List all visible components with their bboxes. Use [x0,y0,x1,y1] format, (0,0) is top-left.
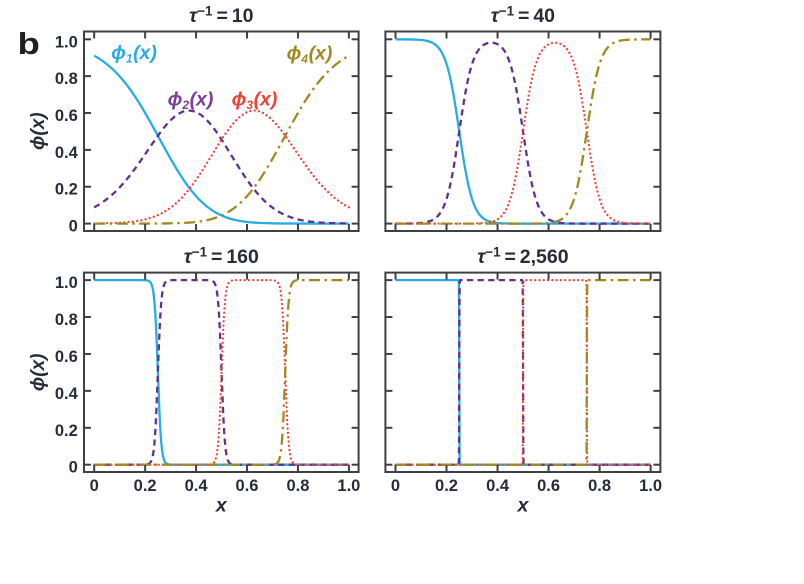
svg-text:0: 0 [69,459,78,477]
svg-text:τ−1 = 2,560: τ−1 = 2,560 [477,244,569,268]
svg-text:τ−1 = 40: τ−1 = 40 [491,3,555,27]
svg-text:0.6: 0.6 [55,348,78,366]
svg-text:0.4: 0.4 [486,477,510,495]
svg-text:0.8: 0.8 [286,477,309,495]
svg-text:0.6: 0.6 [55,107,78,125]
svg-text:1.0: 1.0 [337,477,360,495]
svg-text:0.8: 0.8 [55,311,78,329]
svg-text:ϕ1(x): ϕ1(x) [111,42,157,66]
svg-text:ϕ(x): ϕ(x) [28,353,49,391]
svg-text:τ−1 = 10: τ−1 = 10 [189,3,253,27]
svg-text:0.8: 0.8 [588,477,611,495]
svg-text:1.0: 1.0 [55,274,78,292]
svg-text:0.2: 0.2 [55,422,78,440]
svg-text:0.4: 0.4 [55,144,79,162]
svg-text:0.2: 0.2 [435,477,458,495]
svg-text:ϕ2(x): ϕ2(x) [168,88,214,112]
svg-text:1.0: 1.0 [639,477,662,495]
svg-text:0: 0 [391,477,400,495]
svg-text:1.0: 1.0 [55,33,78,51]
svg-text:0: 0 [90,477,99,495]
svg-text:x: x [516,494,529,516]
svg-text:0.2: 0.2 [134,477,157,495]
svg-text:x: x [215,494,228,516]
svg-text:ϕ3(x): ϕ3(x) [232,88,278,112]
svg-text:0.4: 0.4 [55,385,79,403]
svg-text:0.6: 0.6 [236,477,259,495]
svg-text:0: 0 [69,218,78,236]
svg-text:b: b [17,27,39,62]
svg-text:ϕ4(x): ϕ4(x) [287,42,333,66]
svg-text:ϕ(x): ϕ(x) [28,112,49,150]
svg-text:0.8: 0.8 [55,70,78,88]
svg-text:0.4: 0.4 [185,477,209,495]
svg-text:τ−1 = 160: τ−1 = 160 [184,244,259,268]
svg-text:0.2: 0.2 [55,181,78,199]
svg-text:0.6: 0.6 [537,477,560,495]
